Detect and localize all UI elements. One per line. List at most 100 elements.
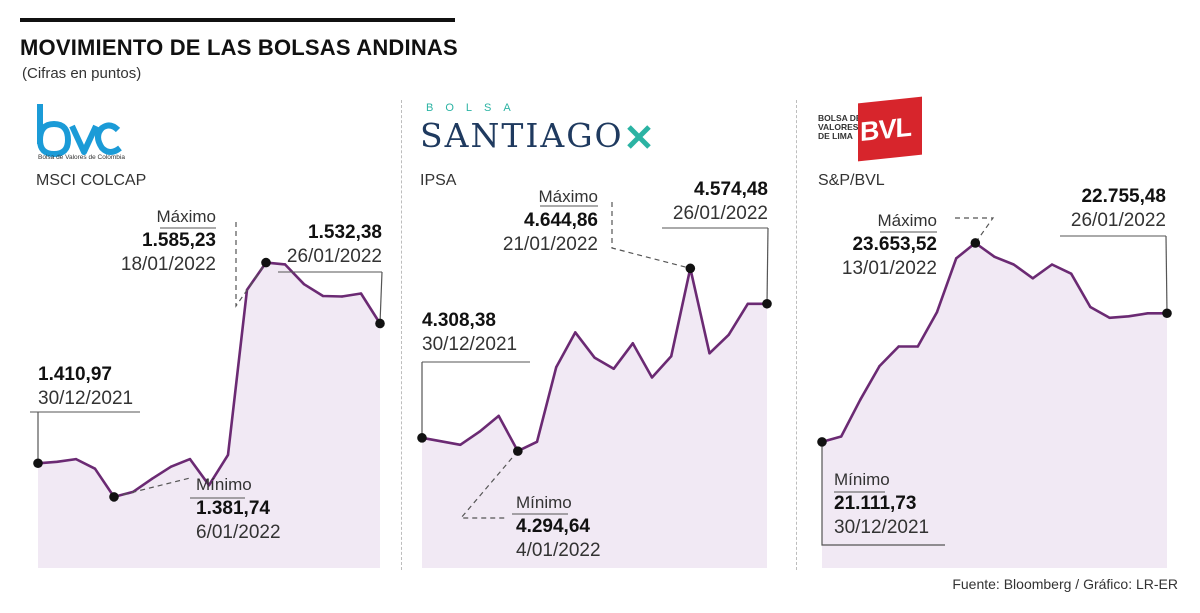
bvl-logo-line3: DE LIMA [818,131,853,141]
annotation-date-min-1: 4/01/2022 [516,540,601,561]
data-point-0-7 [169,465,173,468]
bvl-logo-line1: BOLSA DE [818,113,862,123]
data-point-1-3 [478,430,481,433]
data-point-2-10 [1012,263,1015,266]
area-fill-2 [822,243,1167,568]
data-point-1-8 [574,331,577,334]
data-point-1-15 [708,352,711,355]
annotation-value-max-2: 23.653,52 [852,234,937,255]
data-point-1-16 [727,333,730,336]
data-point-1-10 [612,367,615,371]
data-point-0-3 [93,467,97,470]
data-point-1-17 [746,302,750,305]
data-point-2-15 [1108,316,1111,320]
data-point-0-8 [188,457,192,461]
annotation-value-max-0: 1.585,23 [142,230,216,251]
data-point-0-1 [55,460,59,464]
marker-end-1 [762,298,772,309]
marker-max-2 [970,238,981,248]
data-point-1-12 [650,376,654,379]
data-point-0-10 [226,453,230,457]
bvc-logo-mark [37,104,122,158]
bvl-logo-line2: VALORES [818,122,859,132]
data-point-2-7 [954,257,958,260]
annotation-note-min-1: Mínimo [516,493,572,512]
annotation-date-max-0: 18/01/2022 [121,254,216,275]
annotation-value-end-1: 4.574,48 [694,179,768,200]
panel-divider-2 [796,100,797,570]
marker-max-1 [685,263,696,274]
annotation-date-start-1: 30/12/2021 [422,334,517,355]
leader-end-1 [766,227,769,304]
bvl-logo: BOLSA DE VALORES DE LIMA BVL [818,96,928,162]
marker-start-0 [33,458,43,469]
data-point-0-14 [302,282,306,286]
annotation-note-start-2: Mínimo [834,470,890,489]
annotation-date-end-2: 26/01/2022 [1071,210,1166,231]
annotation-date-max-2: 13/01/2022 [842,258,937,279]
annotation-value-min-0: 1.381,74 [196,498,270,519]
annotation-value-start-2: 21.111,73 [834,493,916,514]
data-point-1-11 [631,342,635,345]
annotation-value-end-0: 1.532,38 [308,222,382,243]
data-point-1-1 [439,440,443,443]
data-point-2-4 [897,345,900,348]
data-point-2-3 [878,364,881,368]
data-point-1-7 [554,366,558,369]
data-point-2-17 [1146,312,1150,315]
panel-divider-1 [401,100,402,570]
leader-end-0 [379,271,383,324]
data-point-0-6 [150,477,154,480]
annotation-value-max-1: 4.644,86 [524,210,598,231]
data-point-2-1 [839,435,843,438]
annotation-note-max-1: Máximo [538,187,598,206]
annotation-value-end-2: 22.755,48 [1081,186,1166,207]
annotation-value-min-1: 4.294,64 [516,516,590,537]
data-point-2-12 [1050,263,1054,266]
data-point-1-9 [593,356,596,359]
data-point-2-6 [935,310,939,314]
data-point-2-16 [1127,315,1130,318]
title-rule [20,18,455,22]
marker-start-1 [417,433,427,443]
annotation-note-min-0: Mínimo [196,475,252,494]
data-point-2-5 [916,345,920,348]
bvc-logo: Bolsa de Valores de Colombia [36,100,126,162]
data-point-0-16 [340,295,344,298]
leader-max-2 [955,217,995,244]
leader-max-1 [611,202,691,269]
leader-end-2 [1165,235,1168,314]
leader-max-0 [235,222,267,308]
leader-min-1 [459,450,519,519]
santiago-logo-word: SANTIAGO [420,116,624,155]
chart-subtitle: (Cifras en puntos) [22,65,142,82]
data-point-2-13 [1069,272,1073,275]
marker-end-2 [1162,308,1172,319]
marker-min-0 [109,492,119,502]
index-label-colcap: MSCI COLCAP [36,172,147,189]
santiago-logo-top: BOLSA [426,102,523,114]
index-label-ipsa: IPSA [420,172,457,189]
data-point-0-2 [74,457,78,461]
data-point-1-2 [459,443,462,446]
data-point-1-13 [669,355,673,358]
leader-start-2 [821,441,945,546]
data-point-0-9 [207,484,211,487]
index-label-spbvl: S&P/BVL [818,172,885,189]
data-point-0-17 [359,292,363,295]
annotation-date-min-0: 6/01/2022 [196,522,281,543]
annotation-date-start-0: 30/12/2021 [38,388,133,409]
area-fill-1 [422,268,767,568]
marker-min-1 [513,446,523,456]
data-point-1-4 [497,414,500,418]
source-note: Fuente: Bloomberg / Gráfico: LR-ER [952,576,1178,592]
annotation-note-max-2: Máximo [877,211,937,230]
annotation-date-end-0: 26/01/2022 [287,246,382,267]
annotation-date-max-1: 21/01/2022 [503,234,598,255]
annotation-date-start-2: 30/12/2021 [834,517,929,538]
data-point-2-2 [859,398,862,401]
annotation-note-max-0: Máximo [156,207,216,226]
annotation-value-start-0: 1.410,97 [38,364,112,385]
santiago-x-icon [627,125,651,149]
